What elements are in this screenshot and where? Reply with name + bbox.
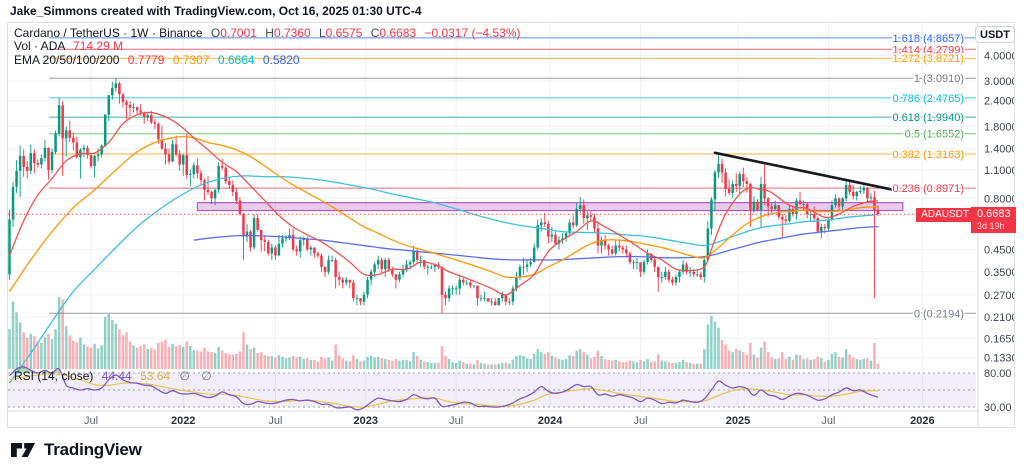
- svg-text:1 (3.0910): 1 (3.0910): [914, 73, 964, 85]
- svg-text:0.236 (0.8971): 0.236 (0.8971): [892, 183, 964, 195]
- time-axis[interactable]: Jul 2022 Jul 2023 Jul 2024 Jul 2025 Jul 2026: [84, 415, 935, 427]
- svg-text:4.0000: 4.0000: [984, 50, 1014, 62]
- svg-text:1.4000: 1.4000: [984, 144, 1014, 156]
- svg-text:0 (0.2194): 0 (0.2194): [914, 308, 964, 320]
- svg-text:Jul: Jul: [633, 415, 647, 427]
- volume-bars: [8, 297, 880, 369]
- svg-text:0.5 (1.6552): 0.5 (1.6552): [905, 129, 964, 141]
- svg-text:2025: 2025: [726, 415, 750, 427]
- rsi-value: 44.44: [101, 369, 132, 383]
- currency-toggle[interactable]: USDT: [975, 26, 1015, 43]
- svg-text:2024: 2024: [538, 415, 563, 427]
- svg-text:0.236 (0.8971): 0.236 (0.8971): [892, 183, 964, 195]
- symbol-title[interactable]: Cardano / TetherUS · 1W · Binance: [14, 26, 203, 40]
- tradingview-mark-icon: [11, 443, 35, 457]
- fib-level-labels: 1.618 (4.8657)1.618 (4.8657)1.414 (4.279…: [891, 31, 966, 321]
- svg-text:0.618 (1.9940): 0.618 (1.9940): [892, 112, 964, 124]
- rsi-legend[interactable]: RSI (14, close) 44.44 53.64 ∅ ∅: [14, 369, 216, 383]
- legend-volume-row[interactable]: Vol · ADA 714.29 M: [14, 39, 124, 54]
- svg-text:Jul: Jul: [821, 415, 835, 427]
- candles: [8, 77, 880, 314]
- last-price-badge: 0.6683 3d 19h: [971, 207, 1016, 233]
- svg-text:Jul: Jul: [84, 415, 98, 427]
- support-zone[interactable]: [196, 202, 904, 212]
- svg-text:0.1330: 0.1330: [984, 353, 1014, 365]
- bar-countdown: 3d 19h: [977, 221, 1005, 231]
- rsi-empty-icons: ∅ ∅: [179, 369, 216, 383]
- svg-text:0.5 (1.6552): 0.5 (1.6552): [905, 129, 964, 141]
- legend-ema-row[interactable]: EMA 20/50/100/200 0.7779 0.7307 0.6664 0…: [14, 52, 300, 67]
- svg-text:3.0000: 3.0000: [984, 76, 1014, 88]
- svg-text:30.00: 30.00: [984, 402, 1012, 414]
- svg-text:Jul: Jul: [449, 415, 463, 427]
- svg-text:0.382 (1.3163): 0.382 (1.3163): [892, 149, 964, 161]
- last-price: 0.6683: [977, 208, 1011, 220]
- svg-text:1 (3.0910): 1 (3.0910): [914, 73, 964, 85]
- svg-text:2022: 2022: [171, 415, 195, 427]
- svg-text:0.786 (2.4765): 0.786 (2.4765): [892, 93, 964, 105]
- svg-text:1.272 (3.8721): 1.272 (3.8721): [892, 53, 964, 65]
- legend-symbol-row[interactable]: Cardano / TetherUS · 1W · Binance O0.700…: [14, 26, 521, 40]
- svg-text:0.786 (2.4765): 0.786 (2.4765): [892, 93, 964, 105]
- main-legend: Cardano / TetherUS · 1W · Binance O0.700…: [14, 26, 521, 67]
- svg-text:0 (0.2194): 0 (0.2194): [914, 308, 964, 320]
- change-value: −0.0317 (−4.53%): [424, 26, 521, 40]
- svg-text:2023: 2023: [354, 415, 378, 427]
- svg-text:1.618 (4.8657): 1.618 (4.8657): [892, 33, 964, 45]
- svg-text:2.4000: 2.4000: [984, 96, 1014, 108]
- svg-text:1.414 (4.2799): 1.414 (4.2799): [892, 44, 964, 56]
- attribution-text: Jake_Simmons created with TradingView.co…: [10, 4, 422, 18]
- grid-lines: [8, 23, 976, 411]
- volume-value: 714.29 M: [73, 39, 124, 54]
- svg-text:1.618 (4.8657): 1.618 (4.8657): [892, 33, 964, 45]
- svg-text:2026: 2026: [910, 415, 934, 427]
- svg-text:80.00: 80.00: [984, 368, 1012, 380]
- svg-text:1.272 (3.8721): 1.272 (3.8721): [892, 53, 964, 65]
- ema-lines: [8, 111, 879, 384]
- symbol-price-flag: ADAUSDT: [916, 208, 974, 222]
- rsi-ma-value: 53.64: [140, 369, 171, 383]
- fib-extension-lines: [49, 37, 976, 314]
- tradingview-wordmark: TradingView: [44, 440, 142, 459]
- svg-text:0.382 (1.3163): 0.382 (1.3163): [892, 149, 964, 161]
- svg-text:0.618 (1.9940): 0.618 (1.9940): [892, 112, 964, 124]
- rsi-pane: [8, 366, 976, 411]
- tradingview-logo[interactable]: TradingView: [10, 440, 142, 460]
- svg-text:Jul: Jul: [268, 415, 282, 427]
- descending-trendline[interactable]: [713, 151, 901, 193]
- svg-text:1.414 (4.2799): 1.414 (4.2799): [892, 44, 964, 56]
